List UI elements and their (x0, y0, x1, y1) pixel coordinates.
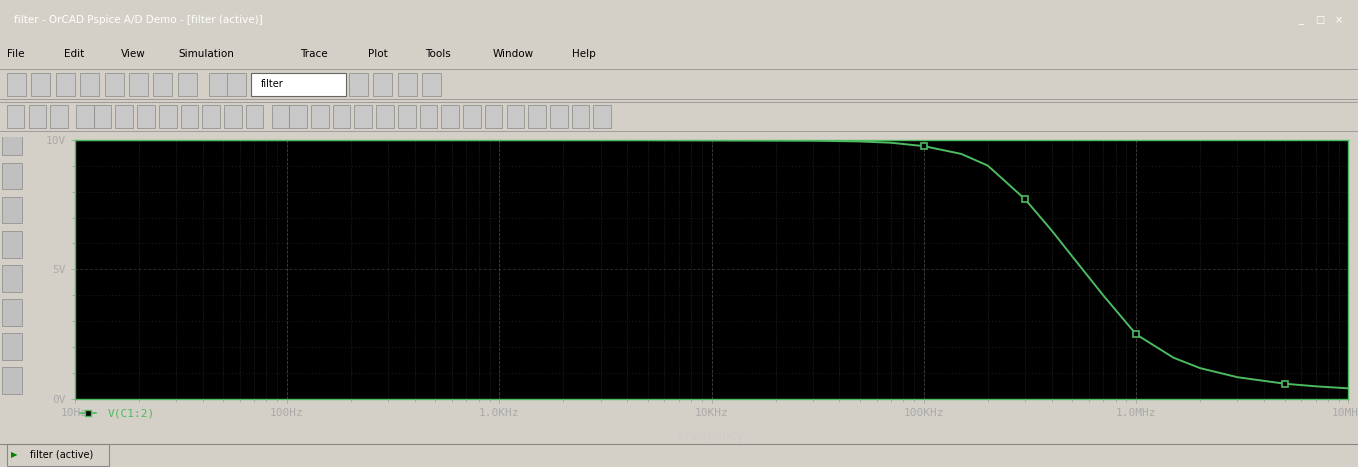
FancyBboxPatch shape (349, 73, 368, 95)
FancyBboxPatch shape (420, 106, 437, 128)
FancyBboxPatch shape (227, 73, 246, 95)
Text: Trace: Trace (300, 49, 327, 59)
FancyBboxPatch shape (224, 106, 242, 128)
FancyBboxPatch shape (129, 73, 148, 95)
FancyBboxPatch shape (376, 106, 394, 128)
FancyBboxPatch shape (178, 73, 197, 95)
FancyBboxPatch shape (3, 368, 22, 394)
FancyBboxPatch shape (153, 73, 172, 95)
Text: □: □ (1316, 15, 1324, 25)
FancyBboxPatch shape (3, 333, 22, 360)
FancyBboxPatch shape (593, 106, 611, 128)
FancyBboxPatch shape (3, 197, 22, 223)
Text: filter (active): filter (active) (30, 449, 94, 459)
FancyBboxPatch shape (325, 73, 344, 95)
Text: filter: filter (261, 79, 284, 89)
FancyBboxPatch shape (115, 106, 133, 128)
Text: Plot: Plot (368, 49, 388, 59)
Text: filter - OrCAD Pspice A/D Demo - [filter (active)]: filter - OrCAD Pspice A/D Demo - [filter… (14, 15, 262, 25)
FancyBboxPatch shape (50, 106, 68, 128)
FancyBboxPatch shape (7, 444, 109, 466)
FancyBboxPatch shape (373, 73, 392, 95)
FancyBboxPatch shape (202, 106, 220, 128)
FancyBboxPatch shape (300, 73, 319, 95)
Text: ▶: ▶ (11, 450, 18, 459)
FancyBboxPatch shape (29, 106, 46, 128)
FancyBboxPatch shape (463, 106, 481, 128)
Text: Help: Help (572, 49, 595, 59)
FancyBboxPatch shape (3, 299, 22, 326)
FancyBboxPatch shape (272, 106, 289, 128)
FancyBboxPatch shape (422, 73, 441, 95)
FancyBboxPatch shape (137, 106, 155, 128)
FancyBboxPatch shape (105, 73, 124, 95)
Text: _: _ (1298, 15, 1304, 25)
FancyBboxPatch shape (7, 73, 26, 95)
FancyBboxPatch shape (398, 106, 416, 128)
FancyBboxPatch shape (246, 106, 263, 128)
FancyBboxPatch shape (528, 106, 546, 128)
FancyBboxPatch shape (354, 106, 372, 128)
FancyBboxPatch shape (3, 231, 22, 258)
FancyBboxPatch shape (485, 106, 502, 128)
FancyBboxPatch shape (31, 73, 50, 95)
FancyBboxPatch shape (7, 106, 24, 128)
FancyBboxPatch shape (56, 73, 75, 95)
FancyBboxPatch shape (276, 73, 295, 95)
FancyBboxPatch shape (159, 106, 177, 128)
Text: ×: × (1335, 15, 1343, 25)
FancyBboxPatch shape (333, 106, 350, 128)
FancyBboxPatch shape (550, 106, 568, 128)
Text: Window: Window (493, 49, 534, 59)
FancyBboxPatch shape (3, 265, 22, 292)
FancyBboxPatch shape (572, 106, 589, 128)
FancyBboxPatch shape (181, 106, 198, 128)
FancyBboxPatch shape (289, 106, 307, 128)
FancyBboxPatch shape (3, 163, 22, 189)
Text: Frequency: Frequency (678, 430, 746, 443)
FancyBboxPatch shape (3, 128, 22, 155)
Text: File: File (7, 49, 24, 59)
Text: View: View (121, 49, 145, 59)
Text: Tools: Tools (425, 49, 451, 59)
Text: V(C1:2): V(C1:2) (107, 408, 155, 418)
FancyBboxPatch shape (251, 73, 346, 95)
FancyBboxPatch shape (80, 73, 99, 95)
FancyBboxPatch shape (311, 106, 329, 128)
FancyBboxPatch shape (94, 106, 111, 128)
FancyBboxPatch shape (398, 73, 417, 95)
FancyBboxPatch shape (251, 73, 270, 95)
FancyBboxPatch shape (76, 106, 94, 128)
FancyBboxPatch shape (441, 106, 459, 128)
Text: Edit: Edit (64, 49, 84, 59)
FancyBboxPatch shape (507, 106, 524, 128)
Text: Simulation: Simulation (178, 49, 234, 59)
FancyBboxPatch shape (209, 73, 228, 95)
